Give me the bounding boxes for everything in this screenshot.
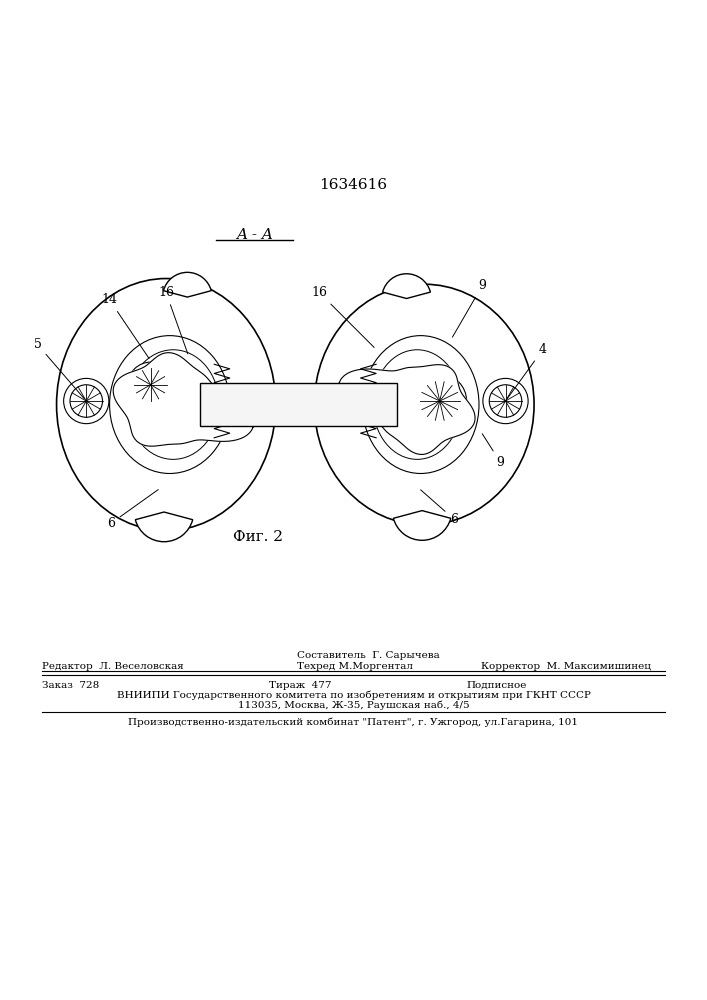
Text: 6: 6 [107, 490, 158, 530]
Text: A - A: A - A [236, 228, 273, 242]
Text: 9: 9 [452, 279, 486, 337]
Text: Корректор  М. Максимишинец: Корректор М. Максимишинец [481, 662, 650, 671]
Wedge shape [135, 512, 193, 542]
Text: 16: 16 [158, 286, 188, 354]
Ellipse shape [315, 284, 534, 525]
Circle shape [134, 368, 167, 401]
Text: Тираж  477: Тираж 477 [269, 681, 331, 690]
Text: 1634616: 1634616 [320, 178, 387, 192]
Text: Производственно-издательский комбинат "Патент", г. Ужгород, ул.Гагарина, 101: Производственно-издательский комбинат "П… [129, 718, 578, 727]
Text: Заказ  728: Заказ 728 [42, 681, 100, 690]
Text: Редактор  Л. Веселовская: Редактор Л. Веселовская [42, 662, 184, 671]
Wedge shape [163, 272, 211, 297]
Text: 5: 5 [33, 338, 84, 399]
Polygon shape [339, 365, 475, 454]
Circle shape [413, 374, 467, 428]
Circle shape [70, 385, 103, 417]
Text: Фиг. 2: Фиг. 2 [233, 530, 283, 544]
Wedge shape [382, 274, 431, 299]
Polygon shape [113, 353, 254, 446]
Circle shape [286, 392, 311, 417]
Text: 14: 14 [102, 293, 149, 358]
Circle shape [289, 395, 308, 414]
Text: 4: 4 [507, 343, 547, 399]
Circle shape [128, 362, 173, 407]
Wedge shape [393, 511, 451, 540]
Ellipse shape [57, 279, 276, 531]
Circle shape [420, 381, 460, 421]
Text: ВНИИПИ Государственного комитета по изобретениям и открытиям при ГКНТ СССР: ВНИИПИ Государственного комитета по изоб… [117, 690, 590, 700]
Text: 113035, Москва, Ж-35, Раушская наб., 4/5: 113035, Москва, Ж-35, Раушская наб., 4/5 [238, 700, 469, 710]
Text: Техред М.Моргентал: Техред М.Моргентал [297, 662, 413, 671]
Circle shape [64, 378, 109, 424]
Text: 16: 16 [312, 286, 374, 347]
Circle shape [489, 385, 522, 417]
Text: 6: 6 [421, 490, 458, 526]
Text: Составитель  Г. Сарычева: Составитель Г. Сарычева [297, 651, 440, 660]
Bar [200, 383, 397, 426]
Circle shape [483, 378, 528, 424]
Text: 9: 9 [482, 434, 505, 469]
Text: Подписное: Подписное [467, 681, 527, 690]
